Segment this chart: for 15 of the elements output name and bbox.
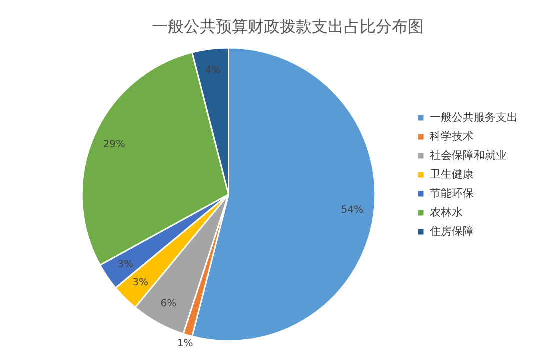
data-label: 3% bbox=[118, 259, 134, 270]
legend-label: 农林水 bbox=[430, 206, 463, 219]
data-label: 29% bbox=[103, 140, 126, 151]
data-label: 3% bbox=[132, 277, 149, 288]
legend-label: 卫生健康 bbox=[430, 168, 474, 181]
legend-label: 社会保障和就业 bbox=[430, 148, 507, 162]
chart-title: 一般公共预算财政拨款支出占比分布图 bbox=[152, 16, 424, 36]
data-label: 1% bbox=[177, 338, 194, 350]
legend-label: 科学技术 bbox=[430, 130, 474, 143]
data-label: 54% bbox=[341, 204, 364, 216]
data-label: 6% bbox=[160, 298, 177, 310]
legend-label: 住房保障 bbox=[430, 224, 474, 238]
legend-label: 一般公共服务支出 bbox=[430, 110, 518, 124]
legend-label: 节能环保 bbox=[430, 186, 474, 200]
data-label: 4% bbox=[205, 66, 222, 77]
